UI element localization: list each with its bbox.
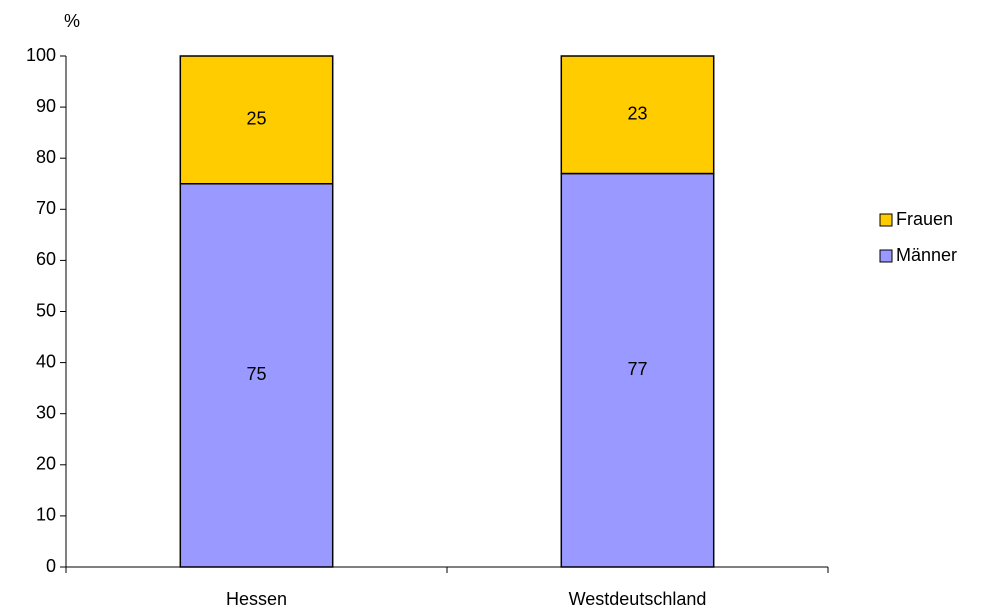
data-label: 77 (627, 359, 647, 379)
bar-segment (179, 183, 334, 568)
x-tick-label: Westdeutschland (569, 589, 707, 609)
y-tick-label: 40 (36, 351, 56, 371)
y-tick-label: 20 (36, 454, 56, 474)
legend-label: Frauen (896, 209, 953, 229)
y-tick-label: 100 (26, 45, 56, 65)
bar-segment (560, 55, 715, 175)
y-axis-label: % (64, 11, 80, 31)
x-tick-label: Hessen (226, 589, 287, 609)
legend-label: Männer (896, 245, 957, 265)
y-tick-label: 90 (36, 96, 56, 116)
legend-swatch (879, 213, 893, 227)
y-tick-label: 70 (36, 198, 56, 218)
y-tick-label: 10 (36, 505, 56, 525)
bar-segment (179, 55, 334, 185)
legend-swatch (879, 249, 893, 263)
data-label: 75 (246, 364, 266, 384)
y-tick-label: 60 (36, 249, 56, 269)
data-label: 25 (246, 109, 266, 129)
y-tick-label: 80 (36, 147, 56, 167)
y-tick-label: 30 (36, 402, 56, 422)
data-label: 23 (627, 104, 647, 124)
y-tick-label: 50 (36, 300, 56, 320)
bar-segment (560, 172, 715, 568)
y-tick-label: 0 (46, 556, 56, 576)
